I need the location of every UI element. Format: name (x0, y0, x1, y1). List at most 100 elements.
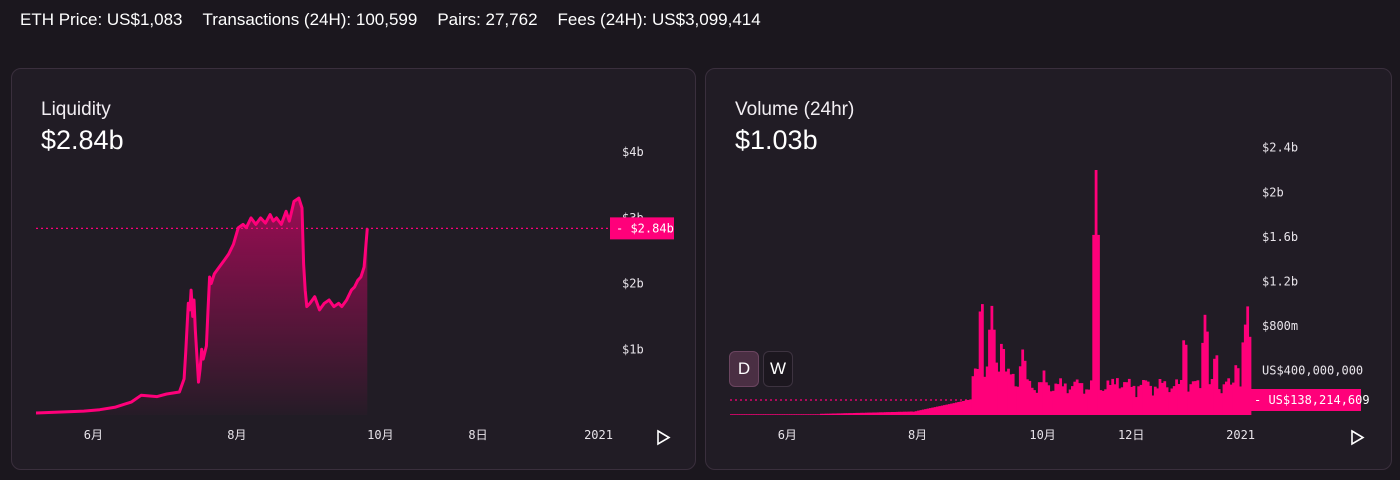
volume-bar (770, 414, 774, 415)
volume-bar (805, 414, 809, 415)
volume-bar (1073, 381, 1077, 415)
volume-bar (928, 408, 932, 415)
volume-bar (1248, 336, 1252, 415)
volume-bar (1016, 386, 1020, 415)
volume-bar (843, 413, 847, 415)
volume-bar (756, 414, 759, 415)
volume-bar (801, 414, 804, 415)
volume-bar (1210, 379, 1214, 415)
volume-bar (822, 413, 826, 415)
interval-week-button[interactable]: W (763, 351, 793, 387)
play-icon[interactable] (657, 429, 671, 446)
volume-bar (1000, 343, 1003, 415)
volume-bar (829, 413, 833, 415)
interval-day-button[interactable]: D (729, 351, 759, 387)
volume-bar (857, 412, 861, 415)
volume-y-tick: $800m (1262, 319, 1298, 333)
volume-bar (1002, 349, 1006, 415)
volume-y-tick: $2b (1262, 185, 1284, 199)
volume-bar (1059, 378, 1062, 415)
volume-bar (1061, 386, 1065, 415)
volume-bar (815, 414, 819, 415)
volume-bar (886, 412, 890, 415)
volume-bar (1068, 389, 1072, 415)
liquidity-y-tick: $4b (622, 145, 644, 159)
transactions-count: Transactions (24H): 100,599 (202, 10, 418, 29)
volume-bar (739, 414, 743, 415)
volume-bar (962, 401, 965, 415)
volume-bar (1087, 389, 1091, 415)
liquidity-x-tick: 6月 (84, 428, 103, 442)
volume-bar (1175, 379, 1178, 415)
volume-bar (734, 414, 738, 415)
volume-bar (1217, 389, 1221, 415)
volume-bar (1042, 370, 1046, 415)
volume-bar (1153, 386, 1157, 415)
volume-bar (1052, 390, 1055, 415)
volume-bar (1009, 374, 1013, 415)
volume-bar (791, 414, 795, 415)
volume-bar (836, 413, 840, 415)
volume-bar (1066, 393, 1070, 415)
volume-bar (1208, 384, 1212, 415)
volume-bar (1232, 382, 1235, 415)
volume-bar (969, 399, 972, 415)
volume-bar (943, 405, 946, 415)
volume-bar (1021, 349, 1025, 415)
volume-bar (793, 414, 797, 415)
volume-bar (938, 406, 942, 415)
volume-bar (758, 414, 762, 415)
volume-bar (917, 410, 920, 415)
volume-y-tick: $1.2b (1262, 274, 1298, 288)
volume-bar (772, 414, 776, 415)
volume-bar (1094, 170, 1098, 415)
volume-bar (1215, 355, 1219, 415)
volume-bar (867, 412, 871, 415)
volume-bar (971, 376, 975, 415)
volume-bar (848, 413, 852, 415)
volume-bar (1158, 379, 1162, 415)
volume-bar (1090, 380, 1093, 415)
volume-bar (990, 305, 994, 415)
volume-bar (1028, 380, 1032, 415)
volume-bar (907, 411, 911, 415)
volume-bar (1203, 314, 1207, 415)
volume-bar (846, 413, 849, 415)
volume-bar (1056, 384, 1060, 415)
eth-price: ETH Price: US$1,083 (20, 10, 183, 29)
volume-bar (831, 413, 835, 415)
volume-bar (924, 409, 927, 415)
volume-chart[interactable]: US$400,000,000 $800m $1.2b $1.6b $2b $2.4b - U… (706, 69, 1393, 471)
volume-bar (827, 413, 830, 415)
liquidity-x-tick: 10月 (367, 428, 393, 442)
volume-bar (1201, 342, 1205, 415)
volume-bar (1097, 234, 1100, 415)
volume-x-tick: 8月 (908, 428, 927, 442)
volume-bar (926, 408, 930, 415)
volume-bar (1146, 381, 1150, 415)
volume-bar (945, 404, 949, 415)
volume-bar (810, 414, 814, 415)
volume-bar (834, 413, 837, 415)
volume-bar (812, 414, 816, 415)
volume-current-label: - US$138,214,609 (1254, 393, 1370, 407)
volume-title: Volume (24hr) (735, 99, 855, 120)
volume-bar (1168, 392, 1171, 415)
volume-bar (959, 401, 963, 415)
volume-bar (746, 414, 750, 415)
volume-bar (1213, 358, 1216, 415)
volume-bar (883, 412, 887, 415)
volume-bar (1137, 386, 1141, 415)
volume-bar (741, 414, 745, 415)
volume-bar (1170, 388, 1174, 415)
liquidity-y-tick: $1b (622, 342, 644, 356)
volume-bar (1111, 378, 1115, 415)
play-icon[interactable] (1351, 429, 1365, 446)
volume-y-tick: US$400,000,000 (1262, 363, 1363, 377)
volume-bar (1085, 389, 1088, 415)
volume-bar (862, 412, 866, 415)
volume-bar (900, 411, 904, 415)
volume-bar (853, 413, 856, 415)
volume-bar (1246, 306, 1250, 415)
